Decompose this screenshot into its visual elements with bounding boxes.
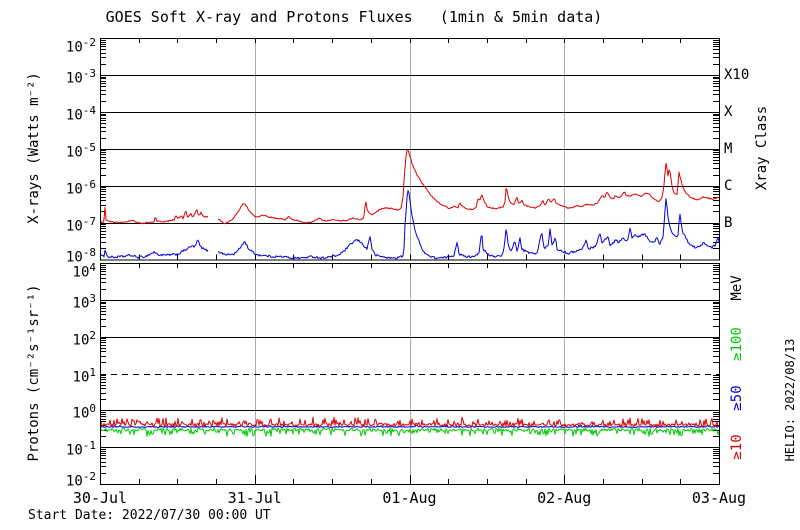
xray-class-axis-title: Xray Class — [754, 105, 770, 191]
x-axis-label-02-Aug: 02-Aug — [537, 489, 592, 507]
xray-class-B: B — [724, 214, 733, 231]
x-axis-label-01-Aug: 01-Aug — [382, 489, 437, 507]
xray-ytick-10e-3: 10-3 — [65, 66, 96, 87]
series-xray-short-0.5-4A — [100, 239, 209, 259]
x-axis-label-03-Aug: 03-Aug — [691, 489, 747, 507]
proton-panel-border — [100, 263, 720, 485]
proton-ytick-10e3: 103 — [72, 291, 96, 312]
chart-title: GOES Soft X-ray and Protons Fluxes (1min… — [105, 8, 603, 26]
proton-threshold-label-≥100: ≥100 — [729, 327, 745, 361]
xray-class-X: X — [724, 103, 733, 120]
xray-ytick-10e-4: 10-4 — [65, 103, 96, 124]
xray-ytick-10e-6: 10-6 — [65, 177, 96, 198]
mev-axis-title: MeV — [729, 275, 745, 301]
proton-ytick-10e1: 101 — [72, 365, 96, 386]
credit-label: HELIO: 2022/08/13 — [783, 338, 797, 462]
series-xray-short-0.5-4A — [217, 190, 719, 260]
xray-ytick-10e-8: 10-8 — [65, 245, 96, 266]
xray-class-C: C — [724, 177, 733, 194]
proton-ytick-10e2: 102 — [72, 328, 96, 349]
x-axis-label-30-Jul: 30-Jul — [72, 489, 128, 507]
xray-ytick-10e-7: 10-7 — [65, 214, 96, 235]
proton-threshold-label-≥10: ≥10 — [729, 434, 745, 460]
proton-threshold-label-≥50: ≥50 — [729, 385, 745, 411]
proton-ytick-10e-1: 10-1 — [65, 439, 96, 459]
proton-ytick-10e0: 100 — [72, 402, 96, 422]
proton-ytick-10e-2: 10-2 — [65, 470, 96, 490]
xray-class-M: M — [724, 140, 733, 157]
xray-ytick-10e-5: 10-5 — [65, 140, 96, 161]
start-date-label: Start Date: 2022/07/30 00:00 UT — [28, 508, 271, 523]
series-xray-long-1-8A — [218, 149, 719, 225]
series-protons-ge10MeV — [100, 416, 719, 427]
series-xray-long-1-8A — [100, 207, 209, 225]
xray-panel-border — [100, 38, 720, 261]
series-protons-ge100MeV — [100, 427, 719, 437]
xray-class-X10: X10 — [724, 66, 750, 83]
series-protons-ge50MeV — [100, 424, 719, 428]
proton-ytick-10e4: 104 — [72, 261, 96, 281]
x-axis-label-31-Jul: 31-Jul — [227, 489, 282, 507]
xray-ytick-10e-2: 10-2 — [65, 36, 96, 56]
